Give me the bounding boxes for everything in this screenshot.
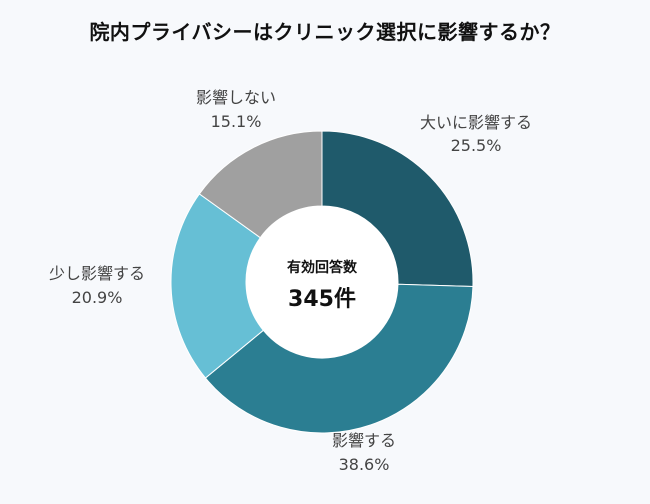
slice-label-name: 大いに影響する — [420, 113, 532, 132]
slice-label-name: 影響する — [332, 431, 396, 450]
slice-label-name: 少し影響する — [49, 264, 145, 283]
donut-slice — [198, 130, 323, 239]
chart-title: 院内プライバシーはクリニック選択に影響するか？ — [89, 20, 561, 44]
slice-label-value: 20.9% — [72, 288, 123, 307]
donut-hole — [246, 206, 398, 358]
slice-labels: 大いに影響する 25.5% 影響する 38.6% 少し影響する 20.9% 影響しない 15.… — [49, 88, 532, 474]
center-caption: 有効回答数 — [287, 259, 358, 276]
slice-label-value: 38.6% — [339, 455, 390, 474]
center-total: 345件 — [288, 287, 356, 312]
donut-slices — [170, 130, 474, 434]
slice-label-name: 影響しない — [196, 88, 276, 107]
slice-label-value: 25.5% — [451, 136, 502, 155]
slice-label-value: 15.1% — [211, 112, 262, 131]
